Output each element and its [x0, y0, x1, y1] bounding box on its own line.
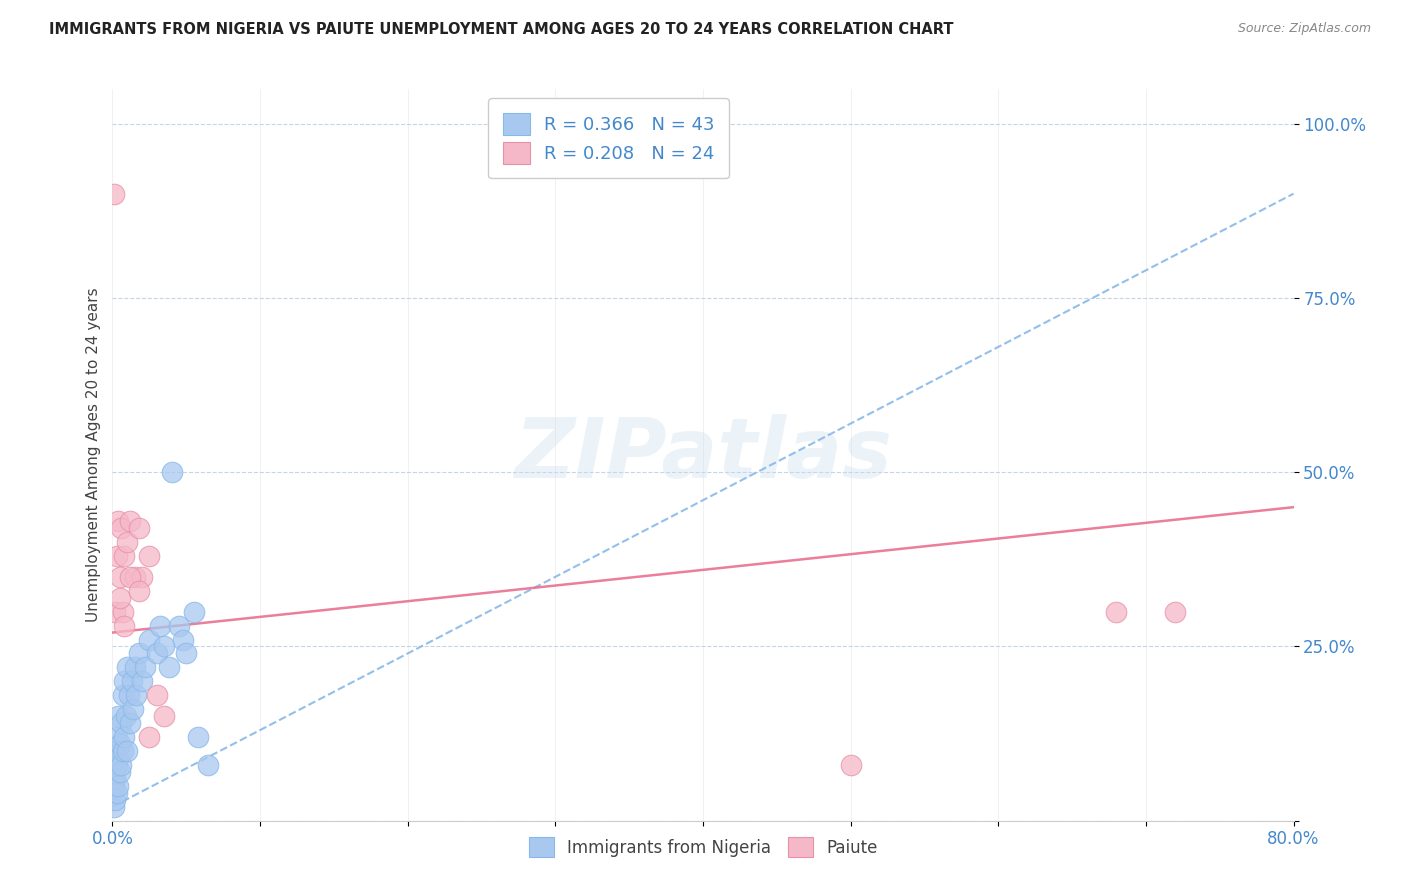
Point [107, 514, 129, 528]
Point [134, 660, 156, 674]
Point [117, 744, 138, 758]
Point [114, 709, 136, 723]
Y-axis label: Unemployment Among Ages 20 to 24 years: Unemployment Among Ages 20 to 24 years [86, 287, 101, 623]
Point [105, 786, 128, 800]
Point [120, 570, 142, 584]
Point [107, 709, 129, 723]
Point [167, 618, 190, 632]
Point [1105, 605, 1128, 619]
Text: Source: ZipAtlas.com: Source: ZipAtlas.com [1237, 22, 1371, 36]
Point [107, 779, 129, 793]
Point [112, 730, 135, 744]
Point [112, 674, 135, 689]
Point [108, 570, 131, 584]
Point [103, 186, 125, 201]
Point [187, 730, 209, 744]
Point [112, 618, 135, 632]
Point [104, 793, 127, 807]
Point [124, 660, 146, 674]
Point [108, 737, 131, 751]
Point [107, 751, 129, 765]
Point [153, 640, 176, 654]
Point [105, 549, 128, 563]
Point [110, 758, 132, 772]
Point [108, 591, 131, 605]
Point [103, 779, 125, 793]
Point [117, 535, 138, 549]
Point [110, 716, 132, 731]
Point [146, 647, 169, 661]
Point [174, 647, 197, 661]
Point [138, 549, 160, 563]
Point [110, 521, 132, 535]
Point [160, 466, 183, 480]
Point [122, 702, 145, 716]
Point [172, 632, 194, 647]
Point [839, 758, 862, 772]
Point [121, 674, 143, 689]
Point [105, 730, 128, 744]
Point [131, 674, 153, 689]
Point [112, 549, 135, 563]
Point [104, 605, 127, 619]
Text: IMMIGRANTS FROM NIGERIA VS PAIUTE UNEMPLOYMENT AMONG AGES 20 TO 24 YEARS CORRELA: IMMIGRANTS FROM NIGERIA VS PAIUTE UNEMPL… [49, 22, 953, 37]
Point [138, 730, 160, 744]
Point [103, 799, 125, 814]
Point [118, 688, 141, 702]
Legend: Immigrants from Nigeria, Paiute: Immigrants from Nigeria, Paiute [516, 824, 890, 871]
Point [128, 647, 150, 661]
Text: ZIPatlas: ZIPatlas [515, 415, 891, 495]
Point [111, 744, 134, 758]
Point [1164, 605, 1187, 619]
Point [105, 758, 128, 772]
Point [138, 632, 160, 647]
Point [149, 618, 172, 632]
Point [104, 744, 127, 758]
Point [146, 688, 169, 702]
Point [128, 583, 150, 598]
Point [120, 716, 142, 731]
Point [183, 605, 205, 619]
Point [111, 605, 134, 619]
Point [108, 764, 131, 779]
Point [124, 570, 146, 584]
Point [153, 709, 176, 723]
Point [128, 521, 150, 535]
Point [197, 758, 219, 772]
Point [157, 660, 180, 674]
Point [117, 660, 138, 674]
Point [131, 570, 153, 584]
Point [111, 688, 134, 702]
Point [120, 514, 142, 528]
Point [125, 688, 148, 702]
Point [104, 772, 127, 786]
